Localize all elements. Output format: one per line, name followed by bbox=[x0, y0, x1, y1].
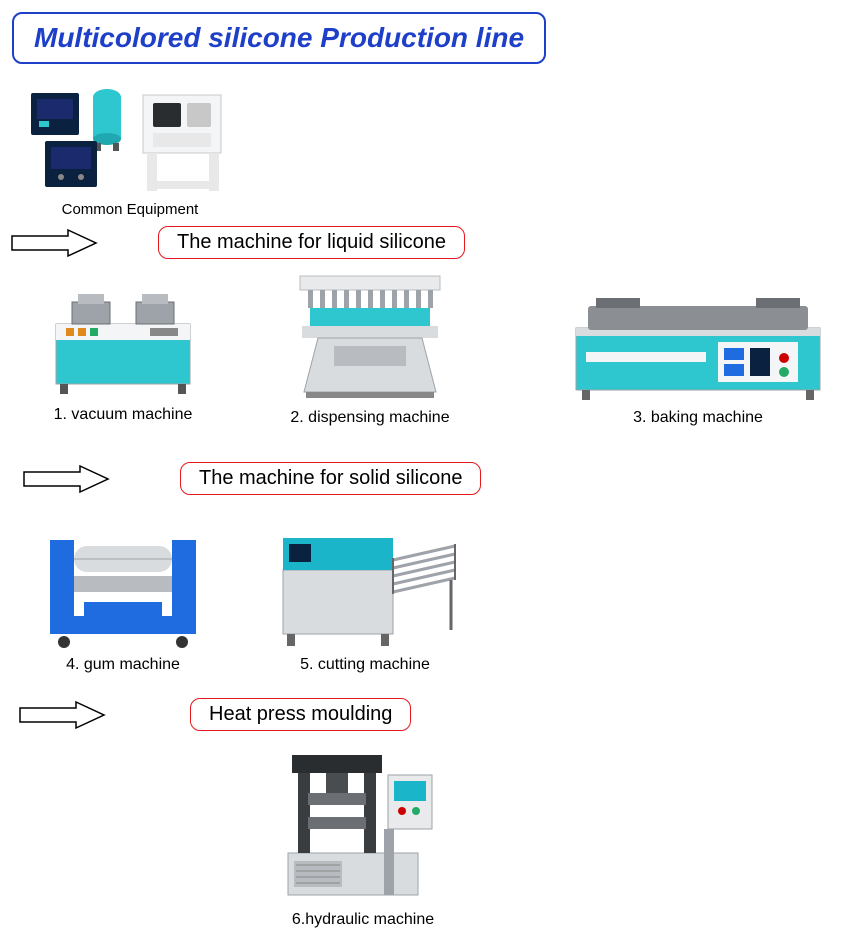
page-title: Multicolored silicone Production line bbox=[12, 12, 546, 64]
gum-label: 4. gum machine bbox=[28, 656, 218, 674]
baking-label: 3. baking machine bbox=[563, 409, 833, 427]
item-hydraulic: 6.hydraulic machine bbox=[258, 745, 468, 929]
item-common: Common Equipment bbox=[20, 85, 240, 218]
arrow-icon bbox=[22, 464, 102, 494]
baking-machine-image bbox=[563, 288, 833, 403]
item-dispensing: 2. dispensing machine bbox=[265, 268, 475, 427]
section-solid: The machine for solid silicone bbox=[180, 462, 481, 495]
item-cutting: 5. cutting machine bbox=[260, 520, 470, 674]
dispensing-label: 2. dispensing machine bbox=[265, 409, 475, 427]
vacuum-machine-image bbox=[28, 280, 218, 400]
arrow-icon bbox=[18, 700, 98, 730]
section-liquid: The machine for liquid silicone bbox=[158, 226, 465, 259]
dispensing-machine-image bbox=[265, 268, 475, 403]
hydraulic-label: 6.hydraulic machine bbox=[258, 911, 468, 929]
hydraulic-machine-image bbox=[258, 745, 468, 905]
vacuum-label: 1. vacuum machine bbox=[28, 406, 218, 424]
item-baking: 3. baking machine bbox=[563, 288, 833, 427]
cutting-machine-image bbox=[260, 520, 470, 650]
cutting-label: 5. cutting machine bbox=[260, 656, 470, 674]
section-heat: Heat press moulding bbox=[190, 698, 411, 731]
gum-machine-image bbox=[28, 520, 218, 650]
arrow-icon bbox=[10, 228, 90, 258]
item-vacuum: 1. vacuum machine bbox=[28, 280, 218, 424]
item-gum: 4. gum machine bbox=[28, 520, 218, 674]
common-label: Common Equipment bbox=[20, 201, 240, 218]
common-equipment-image bbox=[20, 85, 240, 195]
